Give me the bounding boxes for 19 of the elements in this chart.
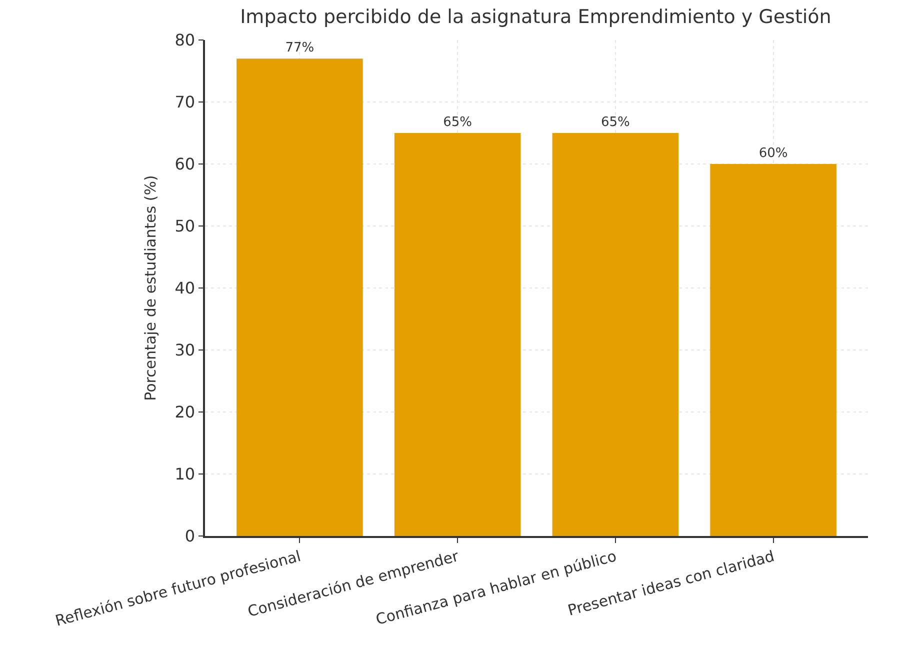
data-label: 77% (285, 40, 314, 56)
y-tick-label: 60 (174, 154, 196, 174)
bar (394, 133, 521, 536)
y-tick-label: 50 (174, 216, 196, 236)
y-tick-label: 30 (174, 340, 196, 360)
bar (552, 133, 679, 536)
y-tick-label: 80 (174, 30, 196, 50)
chart-title: Impacto percibido de la asignatura Emprendimiento y Gestión (240, 6, 832, 28)
y-tick-label: 10 (174, 464, 196, 484)
y-tick-label: 70 (174, 92, 196, 112)
y-axis-title: Porcentaje de estudiantes (%) (141, 175, 160, 401)
y-tick-label: 40 (174, 278, 196, 298)
y-tick-label: 0 (184, 526, 196, 546)
data-label: 65% (443, 115, 472, 130)
data-label: 60% (758, 146, 788, 161)
bar (710, 164, 836, 536)
bar (236, 58, 363, 536)
y-tick-label: 20 (174, 402, 196, 422)
data-label: 65% (600, 115, 630, 130)
